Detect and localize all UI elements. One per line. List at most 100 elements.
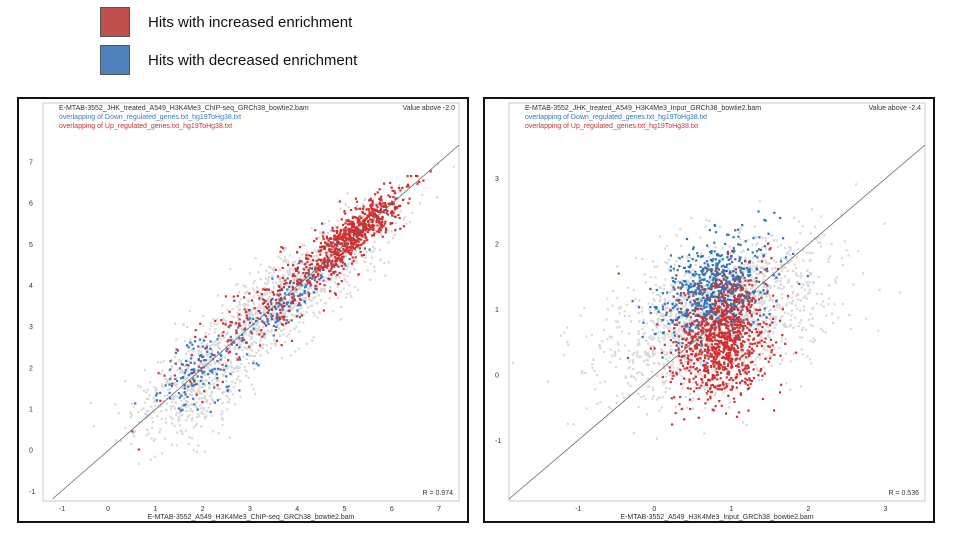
point-background [761, 303, 764, 306]
point-up [376, 209, 379, 213]
point-background [651, 338, 655, 341]
point-background [614, 352, 617, 355]
point-background [768, 299, 771, 302]
point-down [274, 308, 278, 311]
point-up [355, 227, 358, 230]
point-background [195, 401, 199, 404]
point-background [213, 322, 216, 325]
point-down [715, 317, 718, 320]
point-background [184, 400, 188, 403]
point-background [183, 376, 186, 379]
point-up [317, 267, 320, 271]
point-background [780, 263, 783, 266]
point-up [299, 278, 302, 281]
point-down [713, 312, 716, 315]
point-background [269, 319, 272, 322]
point-background [124, 427, 127, 430]
point-background [158, 431, 161, 434]
point-down [728, 262, 731, 265]
point-background [702, 310, 705, 313]
point-down [249, 330, 252, 333]
point-down [720, 285, 723, 288]
point-down [669, 254, 673, 257]
point-background [644, 397, 647, 401]
point-background [708, 219, 711, 223]
point-background [298, 257, 301, 260]
point-down [798, 282, 801, 286]
point-background [211, 399, 214, 402]
point-background [252, 388, 255, 391]
point-down [740, 262, 743, 265]
point-up [267, 288, 270, 291]
point-down [716, 253, 719, 256]
point-up [308, 292, 311, 295]
point-down [709, 306, 712, 309]
point-background [201, 386, 204, 389]
point-background [898, 291, 901, 294]
point-background [768, 310, 771, 313]
point-background [670, 363, 673, 366]
point-background [196, 391, 199, 394]
point-background [703, 387, 706, 391]
point-background [752, 328, 755, 331]
point-up [264, 315, 267, 318]
point-background [637, 406, 640, 409]
point-background [637, 338, 640, 341]
point-background [640, 372, 643, 375]
point-up [377, 217, 380, 220]
point-background [761, 272, 764, 276]
point-down [272, 324, 275, 327]
point-background [715, 330, 718, 333]
point-background [393, 234, 396, 237]
point-down [727, 298, 730, 301]
point-up [285, 322, 288, 325]
point-background [268, 295, 271, 298]
point-down [307, 271, 310, 274]
point-up [324, 241, 327, 244]
point-background [194, 392, 197, 395]
point-up [171, 382, 174, 385]
point-background [629, 366, 632, 369]
point-background [185, 406, 188, 409]
point-background [610, 336, 613, 339]
point-background [792, 292, 795, 295]
point-up [385, 209, 388, 212]
point-background [152, 397, 155, 400]
point-down [247, 318, 250, 321]
point-up [358, 221, 361, 224]
point-down [642, 321, 645, 324]
point-background [633, 351, 636, 354]
point-background [835, 276, 838, 279]
point-down [707, 268, 710, 271]
point-background [309, 304, 312, 307]
point-up [304, 262, 307, 265]
point-down [712, 281, 715, 284]
point-down [280, 303, 283, 306]
point-background [452, 165, 455, 168]
point-background [211, 430, 215, 433]
y-tick-label: 3 [29, 324, 33, 331]
point-down [693, 283, 696, 286]
point-down [747, 295, 751, 298]
point-background [372, 245, 375, 249]
point-up [362, 228, 365, 231]
point-background [680, 334, 683, 337]
point-up [323, 284, 326, 287]
point-down [261, 298, 264, 301]
point-up [720, 404, 723, 407]
point-background [252, 340, 256, 344]
point-down [190, 369, 193, 372]
point-background [673, 282, 676, 285]
point-background [678, 328, 681, 331]
point-up [279, 311, 282, 314]
point-background [207, 333, 210, 336]
point-background [233, 367, 236, 371]
point-background [770, 364, 773, 367]
point-background [615, 326, 619, 329]
point-up [329, 237, 332, 240]
point-down [732, 282, 735, 286]
point-down [649, 306, 652, 309]
point-background [261, 287, 264, 290]
point-up [335, 247, 338, 251]
